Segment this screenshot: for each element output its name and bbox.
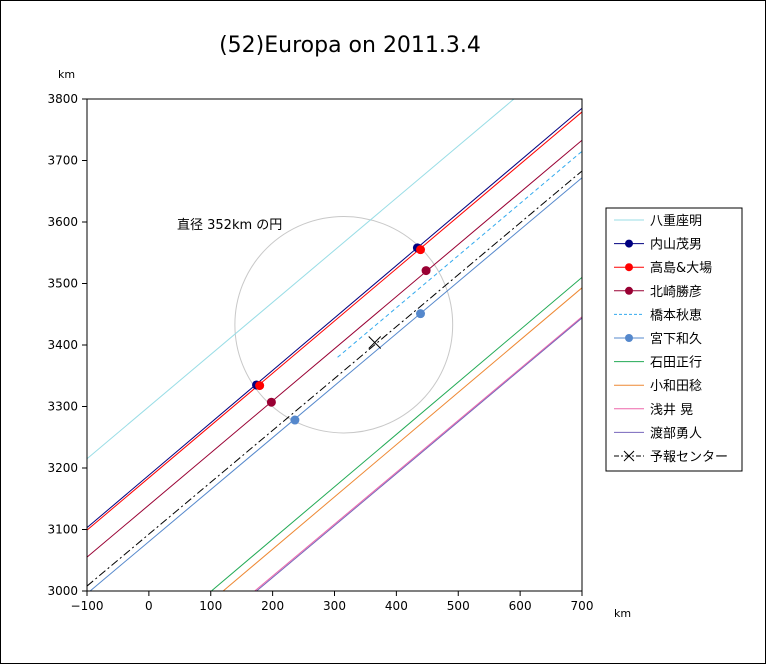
legend-item: 北崎勝彦 [614, 284, 702, 300]
legend-item: 橋本秋恵 [614, 308, 702, 323]
series-line-2 [87, 111, 582, 531]
series-point-5 [290, 415, 300, 425]
series-point-10 [368, 336, 382, 349]
legend-label: 予報センター [650, 450, 728, 465]
series-line-3 [87, 139, 582, 558]
series-line-7 [222, 287, 582, 591]
series-line-4 [337, 150, 582, 358]
legend-label: 宮下和久 [650, 331, 702, 347]
series-line-5 [89, 177, 582, 591]
x-tick-label: 100 [199, 599, 222, 613]
x-tick-label: 300 [323, 599, 346, 613]
x-tick-label: 200 [261, 599, 284, 613]
legend-item: 高島&大場 [614, 260, 712, 276]
y-tick-label: 3500 [47, 277, 78, 291]
legend-label: 渡部勇人 [650, 425, 702, 441]
legend-label: 八重座明 [650, 213, 702, 229]
legend-item: 八重座明 [614, 213, 702, 229]
legend-label: 浅井 晃 [650, 403, 693, 418]
x-tick-label: 400 [385, 599, 408, 613]
legend-label: 高島&大場 [650, 260, 712, 276]
y-tick-label: 3400 [47, 338, 78, 352]
legend-item: 浅井 晃 [614, 403, 693, 418]
x-tick-label: 600 [509, 599, 532, 613]
series-point-2 [255, 381, 265, 391]
series-point-3 [421, 266, 431, 276]
x-unit-label: km [614, 607, 631, 620]
x-tick-label: 500 [447, 599, 470, 613]
x-tick-label: 700 [571, 599, 594, 613]
y-tick-label: 3200 [47, 461, 78, 475]
legend-item: 内山茂男 [614, 237, 702, 253]
legend-marker [625, 286, 633, 295]
legend-label: 内山茂男 [650, 237, 702, 253]
legend-item: 石田正行 [614, 356, 702, 371]
legend-marker [623, 450, 635, 462]
legend-marker [625, 239, 633, 248]
circle-annotation: 直径 352km の円 [177, 218, 282, 233]
series-line-8 [254, 316, 582, 591]
y-tick-label: 3100 [47, 523, 78, 537]
y-tick-label: 3700 [47, 154, 78, 168]
y-tick-label: 3600 [47, 215, 78, 229]
series-line-1 [87, 107, 582, 529]
x-tick-label: −100 [71, 599, 104, 613]
y-unit-label: km [58, 68, 75, 81]
series-point-3 [266, 397, 276, 407]
series-point-2 [416, 245, 426, 255]
legend-item: 渡部勇人 [614, 425, 702, 441]
legend-label: 小和田稔 [650, 379, 702, 394]
y-tick-label: 3800 [47, 92, 78, 106]
y-tick-label: 3000 [47, 584, 78, 598]
legend-marker [625, 263, 633, 272]
legend-label: 橋本秋恵 [650, 308, 702, 323]
y-tick-label: 3300 [47, 400, 78, 414]
series-line-10 [87, 170, 582, 587]
series-line-9 [256, 317, 582, 591]
legend-marker [625, 334, 633, 342]
legend-item: 予報センター [614, 450, 728, 465]
diameter-circle [234, 215, 454, 434]
series-point-5 [416, 309, 426, 319]
legend-label: 北崎勝彦 [650, 284, 702, 300]
chart-title: (52)Europa on 2011.3.4 [219, 33, 481, 58]
series-line-0 [87, 99, 515, 460]
legend-item: 小和田稔 [614, 379, 702, 394]
legend-item: 宮下和久 [614, 331, 702, 347]
series-line-6 [211, 276, 582, 591]
plot-area-border [86, 98, 583, 592]
legend-label: 石田正行 [650, 356, 702, 371]
x-tick-label: 0 [145, 599, 153, 613]
